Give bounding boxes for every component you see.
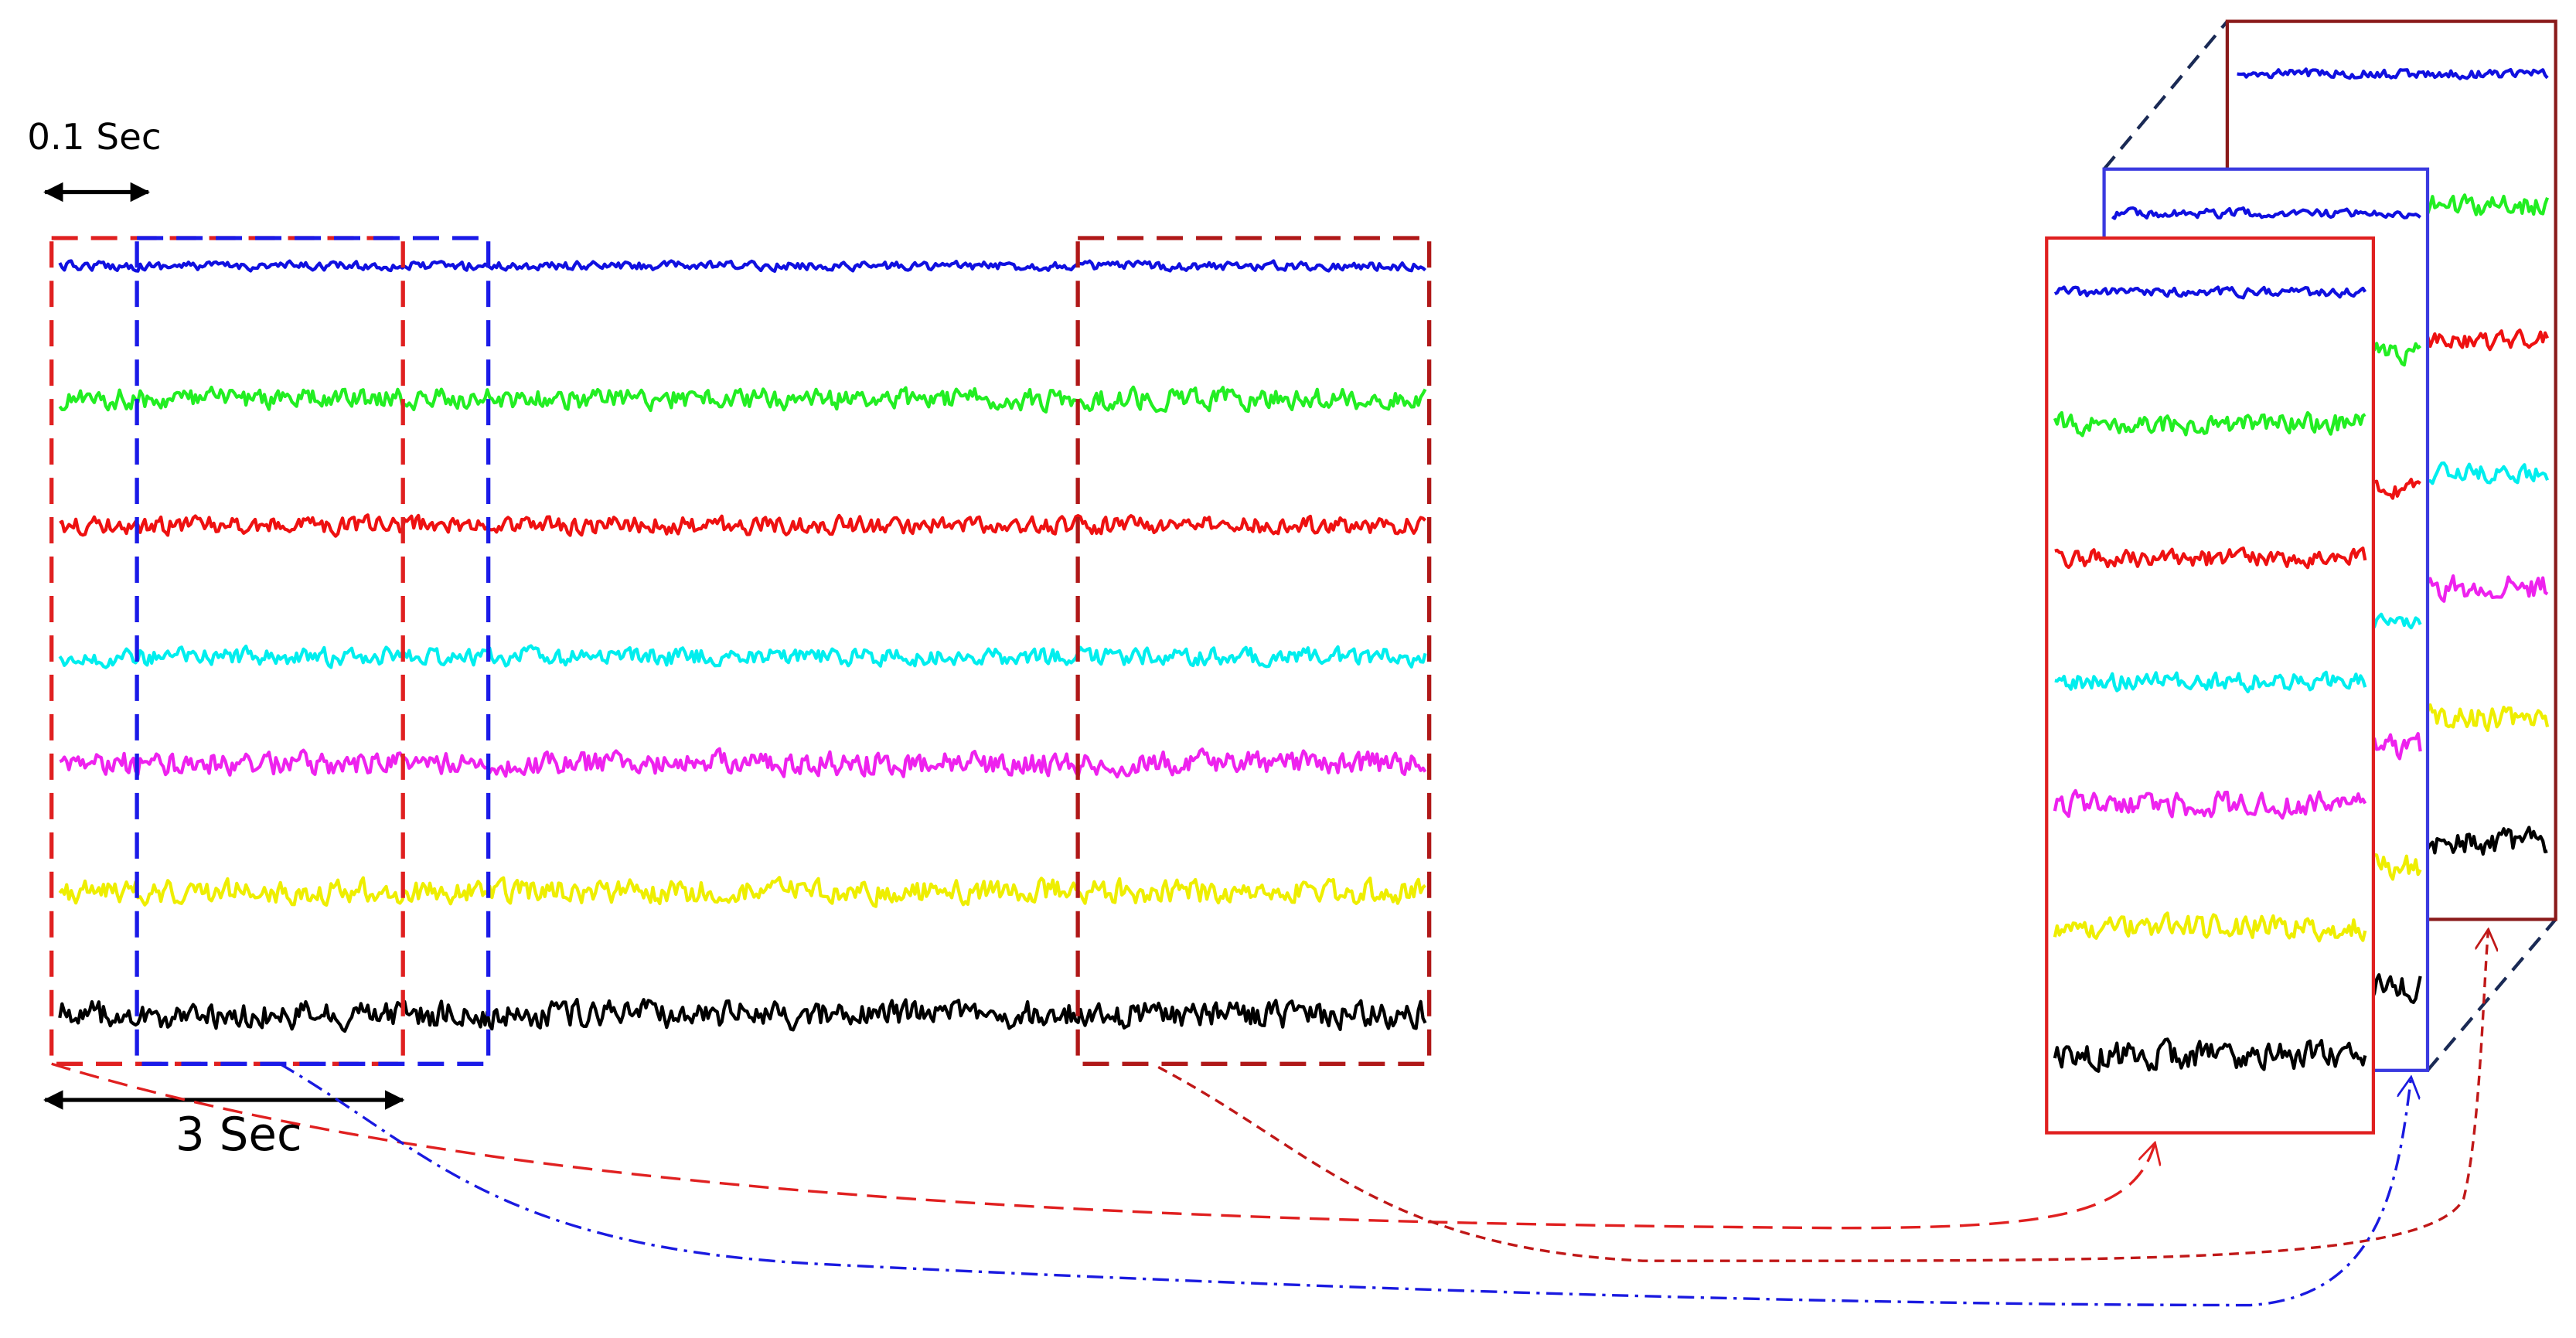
last-window — [1075, 236, 1432, 1066]
signal-trace — [2111, 206, 2421, 220]
signal-trace — [59, 513, 1427, 538]
signal-trace — [58, 644, 1427, 669]
mapping-curve — [1157, 929, 2488, 1262]
window-stack — [2045, 19, 2557, 1135]
signal-trace — [2053, 285, 2367, 300]
signal-trace — [58, 259, 1427, 273]
signal-trace — [58, 997, 1427, 1033]
mapping-curve — [51, 1062, 2155, 1230]
step-label: 0.1 Sec — [27, 117, 161, 158]
signal-trace — [2054, 670, 2367, 693]
signal-trace — [2237, 67, 2549, 80]
signal-trace — [2053, 911, 2367, 943]
signal-trace — [2053, 788, 2367, 820]
window-layer — [2045, 236, 2376, 1135]
signal-trace — [58, 876, 1426, 908]
signal-trace — [2053, 1037, 2367, 1073]
signal-trace — [58, 385, 1427, 414]
length-label: 3 Sec — [175, 1108, 302, 1162]
second-window — [135, 236, 491, 1066]
signal-trace — [59, 747, 1427, 779]
stack-edge — [2102, 20, 2229, 171]
stack-edge — [2426, 918, 2557, 1072]
mapping-curve — [279, 1062, 2411, 1307]
signal-trace — [2053, 410, 2366, 437]
signal-traces — [58, 259, 1427, 1033]
signal-trace — [2054, 546, 2367, 570]
